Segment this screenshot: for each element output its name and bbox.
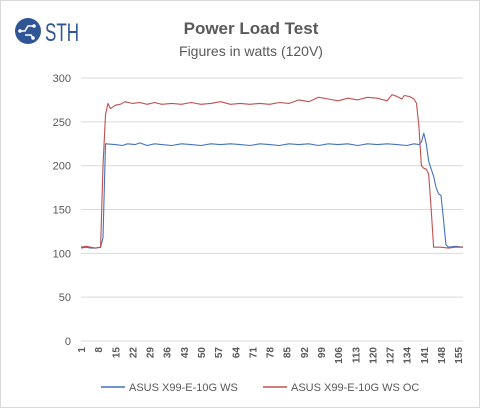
x-tick-label-29: 29 [146, 347, 157, 359]
x-tick-label-92: 92 [300, 347, 311, 359]
x-tick-label-155: 155 [454, 347, 465, 364]
legend-label-2: ASUS X99-E-10G WS OC [291, 382, 419, 394]
legend-label-1: ASUS X99-E-10G WS [129, 382, 238, 394]
series-line-1 [80, 132, 464, 249]
x-tick-label-57: 57 [214, 347, 225, 359]
y-tick-label-100: 100 [53, 248, 71, 260]
y-tick-label-50: 50 [59, 292, 71, 304]
sth-logo: STH [15, 18, 79, 47]
x-tick-label-113: 113 [351, 347, 362, 364]
x-tick-label-141: 141 [420, 347, 431, 364]
x-tick-label-50: 50 [197, 347, 208, 359]
x-tick-label-78: 78 [266, 347, 277, 359]
series-lines [80, 94, 464, 249]
x-tick-label-43: 43 [180, 347, 191, 359]
x-tick-label-127: 127 [386, 347, 397, 364]
x-tick-label-120: 120 [368, 347, 379, 364]
x-tick-label-148: 148 [437, 347, 448, 364]
legend: ASUS X99-E-10G WS ASUS X99-E-10G WS OC [101, 382, 419, 394]
series-line-2 [80, 94, 463, 249]
x-tick-label-22: 22 [128, 347, 139, 359]
chart-title: Power Load Test [184, 19, 319, 38]
x-tick-label-71: 71 [248, 347, 259, 359]
y-tick-label-300: 300 [53, 73, 71, 85]
x-tick-label-134: 134 [403, 347, 414, 364]
x-tick-label-64: 64 [231, 347, 242, 359]
y-tick-label-0: 0 [65, 336, 71, 348]
x-tick-label-99: 99 [317, 347, 328, 359]
x-tick-label-106: 106 [334, 347, 345, 364]
x-axis-ticks: 1 8 15 22 29 36 43 50 57 64 71 78 85 92 99 106 113 120 127… [77, 347, 465, 364]
x-tick-label-85: 85 [283, 347, 294, 359]
x-tick-label-8: 8 [94, 347, 105, 353]
logo-text: STH [45, 19, 79, 47]
x-tick-label-15: 15 [111, 347, 122, 359]
gridlines [81, 77, 463, 342]
y-tick-label-150: 150 [53, 205, 71, 217]
x-tick-label-36: 36 [163, 347, 174, 359]
y-tick-label-250: 250 [53, 117, 71, 129]
y-axis-ticks: 0 50 100 150 200 250 300 [53, 73, 71, 348]
circuit-sth-logo-icon [15, 18, 41, 44]
x-tick-label-1: 1 [77, 347, 88, 353]
chart-subtitle: Figures in watts (120V) [179, 43, 323, 59]
y-tick-label-200: 200 [53, 161, 71, 173]
